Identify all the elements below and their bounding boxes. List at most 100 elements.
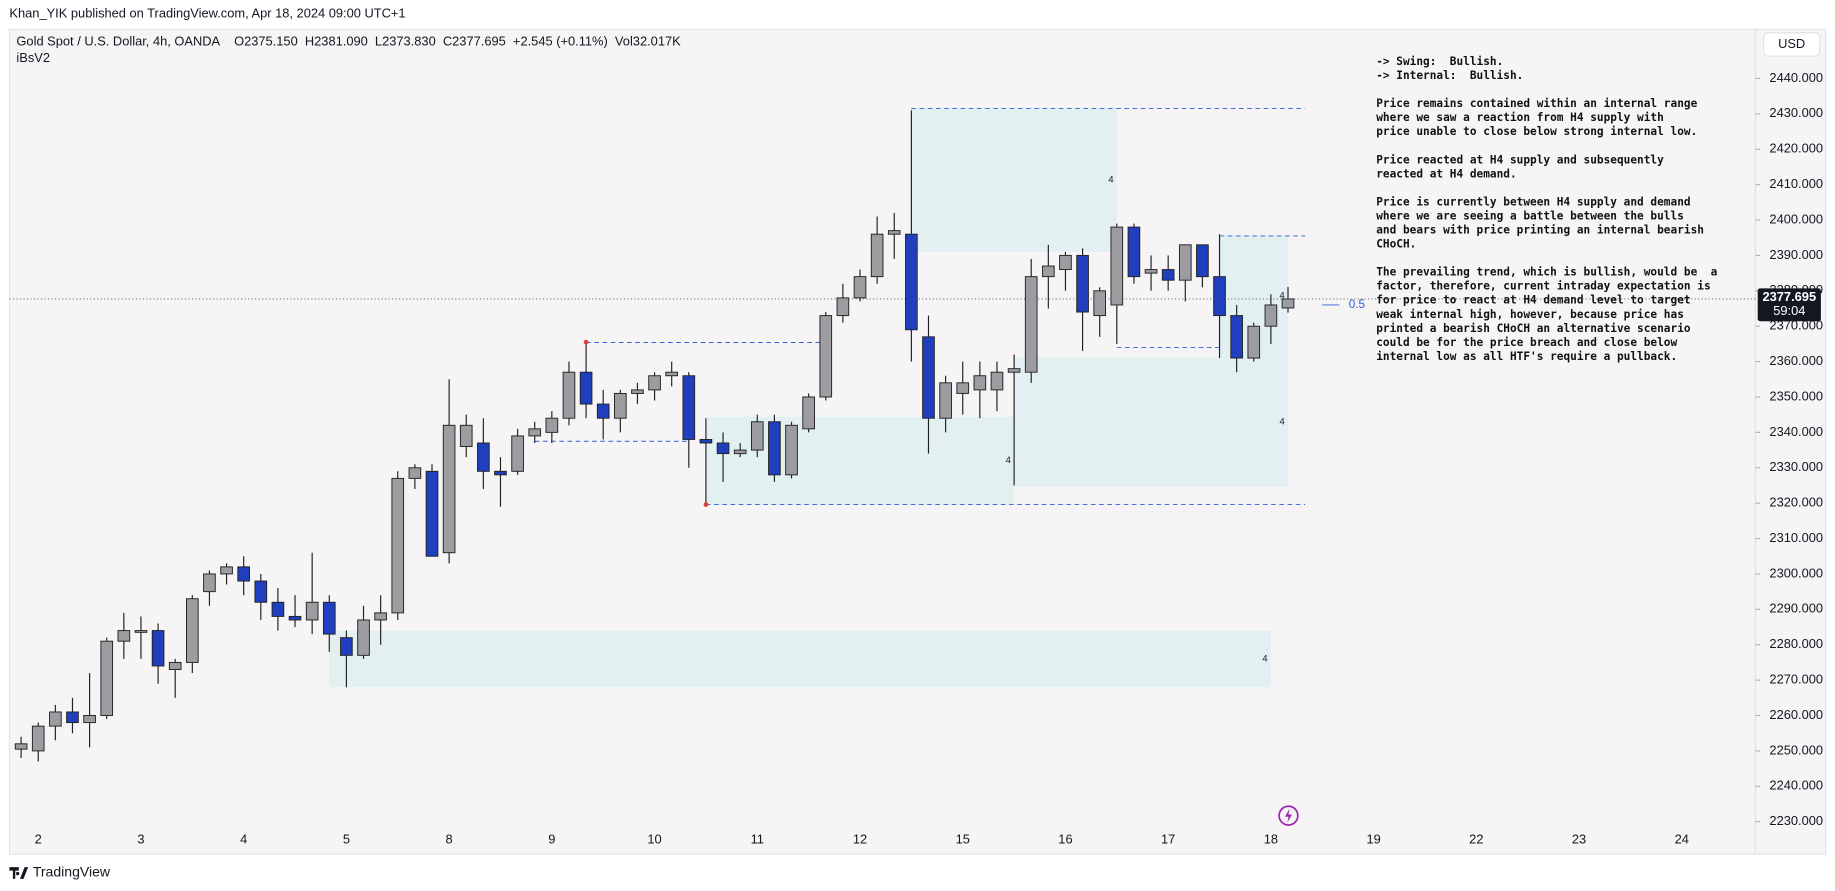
x-tick-label: 4 [240,832,247,847]
y-tick-label: 2420.000 [1769,141,1823,156]
x-tick-label: 23 [1572,832,1586,847]
note-line: where we are seeing a battle between the… [1376,209,1684,222]
candle-body [631,389,644,394]
candle-body [374,612,387,621]
x-tick-label: 2 [35,832,42,847]
candle-body [1213,276,1226,317]
note-line: Price remains contained within an intern… [1376,97,1697,110]
zone-label: 4 [1006,455,1011,465]
note-line: could be for the price breach and close … [1376,336,1677,349]
candle-body [254,580,268,603]
candle-body [66,711,79,724]
x-tick-label: 9 [548,832,555,847]
note-line: -> Internal: Bullish. [1376,69,1523,82]
note-line: price unable to close below strong inter… [1376,125,1697,138]
candle-body [990,371,1004,391]
y-tick-label: 2410.000 [1769,176,1823,191]
y-tick-label: 2300.000 [1769,565,1823,580]
candle-body [768,421,781,476]
y-tick-label: 2430.000 [1769,105,1823,120]
level-label: 0.5 [1349,298,1366,311]
pivot-marker [583,339,589,345]
note-line: factor, therefore, current intraday expe… [1376,280,1710,293]
note-line: CHoCH. [1376,238,1416,251]
candle-body [562,371,576,419]
candle-body [819,315,833,398]
note-line: printed a bearish CHoCH an alternative s… [1376,322,1691,335]
candle-body [956,382,970,394]
x-tick-label: 17 [1161,832,1175,847]
y-tick-label: 2330.000 [1769,459,1823,474]
note-line: Price reacted at H4 supply and subsequen… [1376,153,1664,166]
candle-body [1178,244,1192,281]
x-tick-label: 12 [853,832,867,847]
y-tick-label: 2260.000 [1769,707,1823,722]
pivot-marker [703,502,709,507]
candle-body [391,477,405,614]
candle-body [357,619,370,656]
x-tick-label: 11 [751,832,764,847]
candle-body [614,392,627,419]
ohlc-legend: O2375.150 H2381.090 L2373.830 C2377.695 … [234,34,681,49]
candle-body [117,630,131,642]
note-line: internal low as all HTF's require a pull… [1376,350,1677,363]
candle-body [31,725,45,752]
note-line: Price is currently between H4 supply and… [1376,195,1690,208]
y-tick-label: 2290.000 [1769,601,1823,616]
alert-icon[interactable] [1278,805,1299,826]
brand-logo [9,867,29,879]
candle-body [579,371,593,405]
attribution: Khan_YIK published on TradingView.com, A… [9,5,405,20]
x-tick-label: 8 [446,832,453,847]
currency-label[interactable]: USD [1778,36,1805,51]
candle-body [14,743,28,750]
zone [911,107,1117,252]
candle-body [1042,265,1055,278]
candle-body [271,601,285,617]
note-line: for price to react at H4 demand level to… [1376,294,1690,307]
y-tick-label: 2440.000 [1769,70,1823,85]
candle-body [716,442,730,455]
y-tick-label: 2280.000 [1769,636,1823,651]
candle-body [545,417,559,433]
candle-body [665,371,679,377]
candle-body [1110,226,1124,306]
candle-body [203,573,216,593]
candle-body [887,230,901,235]
candle-body [853,276,867,299]
candle-body [1093,290,1107,317]
candle-body [648,375,661,391]
y-tick-label: 2340.000 [1769,424,1823,439]
candle-body [905,233,918,331]
candle-body [186,598,199,663]
currency-button[interactable] [1762,32,1821,57]
x-tick-label: 19 [1366,832,1380,847]
alert-bolt [1284,808,1292,823]
x-tick-label: 24 [1675,832,1689,847]
y-tick-label: 2390.000 [1769,247,1823,262]
x-tick-label: 15 [956,832,970,847]
candle-body [939,382,952,419]
candle-body [340,637,353,656]
candle-body [682,375,696,440]
zone-label: 4 [1280,291,1285,301]
candle-body [1196,244,1209,278]
y-tick-label: 2250.000 [1769,742,1823,757]
y-tick-label: 2370.000 [1769,318,1823,333]
zone [329,630,1271,688]
y-tick-label: 2350.000 [1769,388,1823,403]
candle-body [494,470,507,476]
candle-body [1144,269,1158,274]
note-line: -> Swing: Bullish. [1376,55,1503,68]
y-tick-label: 2230.000 [1769,813,1823,828]
candle-body [785,424,798,476]
candle-body [922,336,935,419]
zone-label: 4 [1262,654,1267,664]
candle-body [305,601,319,621]
candle-body [1230,315,1243,359]
note-line: weak internal high, however, because pri… [1376,308,1684,321]
x-tick-label: 18 [1264,832,1278,847]
x-tick-label: 22 [1469,832,1483,847]
candle-body [1127,226,1141,278]
